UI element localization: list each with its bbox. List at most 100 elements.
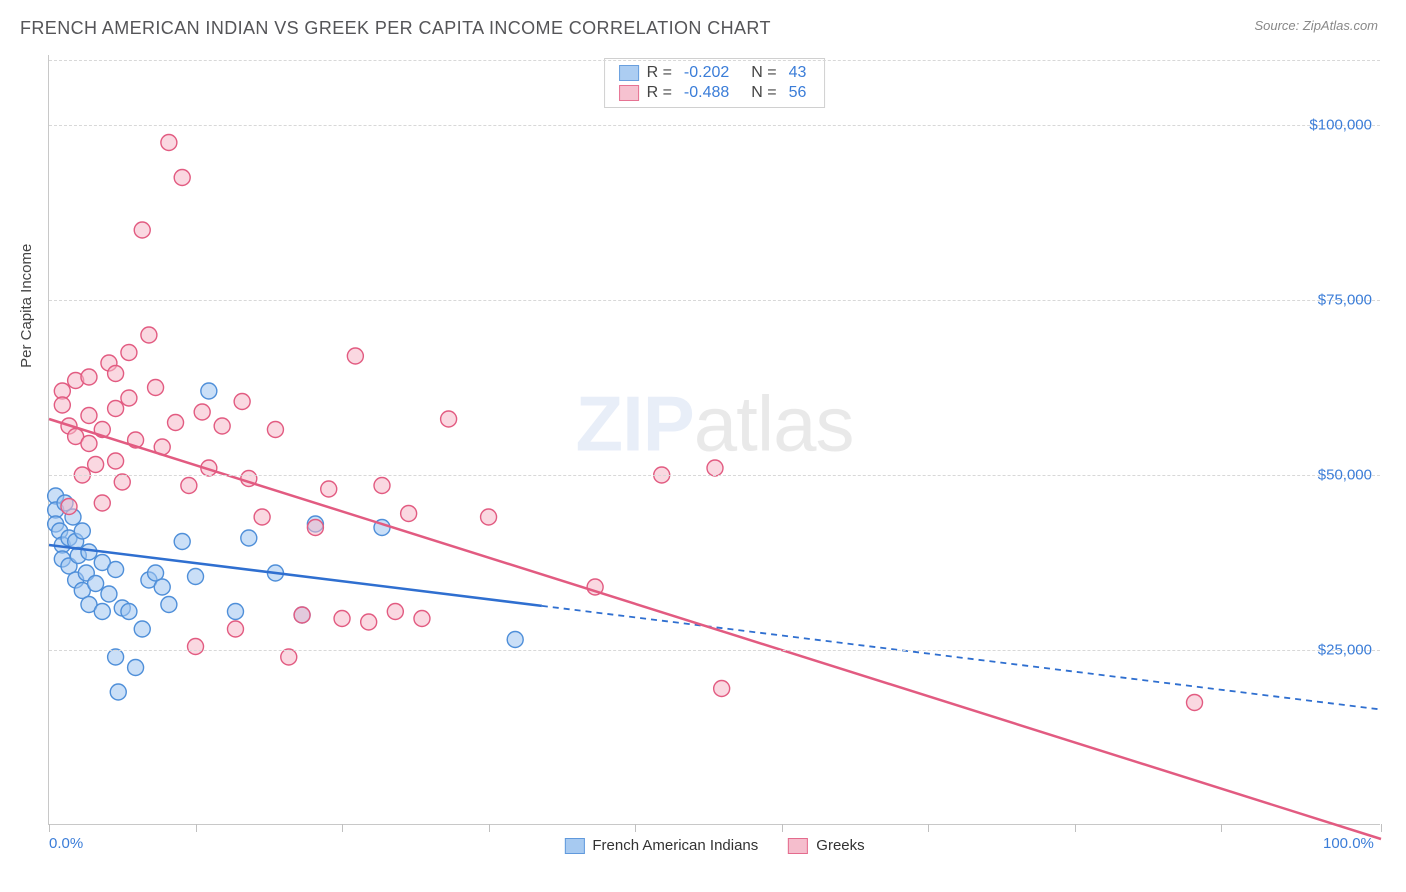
data-point [188,639,204,655]
data-point [241,530,257,546]
data-point [81,369,97,385]
data-point [121,390,137,406]
data-point [321,481,337,497]
data-point [54,397,70,413]
data-point [361,614,377,630]
legend-series-name: French American Indians [592,837,758,854]
legend-swatch [564,838,584,854]
data-point [1187,695,1203,711]
data-point [401,506,417,522]
gridline-h [49,300,1380,301]
data-point [108,401,124,417]
legend-item: French American Indians [564,837,758,854]
y-tick-label: $100,000 [1309,117,1372,134]
data-point [81,408,97,424]
data-point [168,415,184,431]
data-point [108,453,124,469]
data-point [154,579,170,595]
data-point [347,348,363,364]
data-point [141,327,157,343]
data-point [334,611,350,627]
data-point [267,422,283,438]
data-point [374,478,390,494]
legend-series-name: Greeks [816,837,864,854]
data-point [108,649,124,665]
data-point [108,562,124,578]
data-point [214,418,230,434]
x-tick [1381,824,1382,832]
data-point [188,569,204,585]
data-point [441,411,457,427]
legend-r-label: R = [647,64,672,82]
data-point [161,135,177,151]
data-point [81,544,97,560]
series-legend: French American Indians Greeks [564,837,864,854]
data-point [74,523,90,539]
data-point [61,499,77,515]
gridline-h [49,125,1380,126]
source-attribution: Source: ZipAtlas.com [1254,18,1378,33]
data-point [148,380,164,396]
y-tick-label: $75,000 [1318,292,1372,309]
data-point [227,604,243,620]
legend-r-value: -0.488 [684,84,729,102]
x-tick [782,824,783,832]
trend-line [49,419,1381,839]
data-point [387,604,403,620]
legend-n-label: N = [751,64,776,82]
data-point [481,509,497,525]
data-point [707,460,723,476]
data-point [134,222,150,238]
legend-swatch [788,838,808,854]
y-axis-title: Per Capita Income [18,244,35,368]
data-point [81,436,97,452]
data-point [114,474,130,490]
data-point [227,621,243,637]
data-point [181,478,197,494]
legend-r-label: R = [647,84,672,102]
x-tick [489,824,490,832]
data-point [507,632,523,648]
x-tick [1221,824,1222,832]
data-point [161,597,177,613]
data-point [128,660,144,676]
x-tick [928,824,929,832]
y-tick-label: $50,000 [1318,467,1372,484]
gridline-h [49,475,1380,476]
data-point [281,649,297,665]
x-tick [342,824,343,832]
legend-swatch [619,85,639,101]
legend-swatch [619,65,639,81]
x-tick [1075,824,1076,832]
x-tick [635,824,636,832]
data-point [101,586,117,602]
chart-title: FRENCH AMERICAN INDIAN VS GREEK PER CAPI… [20,18,771,39]
data-point [94,495,110,511]
data-point [254,509,270,525]
data-point [194,404,210,420]
gridline-h [49,650,1380,651]
trend-line [49,545,542,606]
data-point [234,394,250,410]
legend-item: Greeks [788,837,864,854]
x-tick-label: 100.0% [1323,835,1374,852]
data-point [714,681,730,697]
data-point [88,576,104,592]
data-point [88,457,104,473]
legend-r-value: -0.202 [684,64,729,82]
trend-line-dashed [542,606,1381,710]
x-tick [49,824,50,832]
x-tick-label: 0.0% [49,835,83,852]
legend-n-value: 56 [789,84,807,102]
data-point [134,621,150,637]
x-tick [196,824,197,832]
data-point [121,345,137,361]
gridline-h [49,60,1380,61]
data-point [201,383,217,399]
correlation-legend: R =-0.202N =43R =-0.488N =56 [604,58,826,108]
legend-row: R =-0.202N =43 [619,63,811,83]
data-point [108,366,124,382]
scatter-svg [49,55,1380,824]
legend-row: R =-0.488N =56 [619,83,811,103]
data-point [414,611,430,627]
